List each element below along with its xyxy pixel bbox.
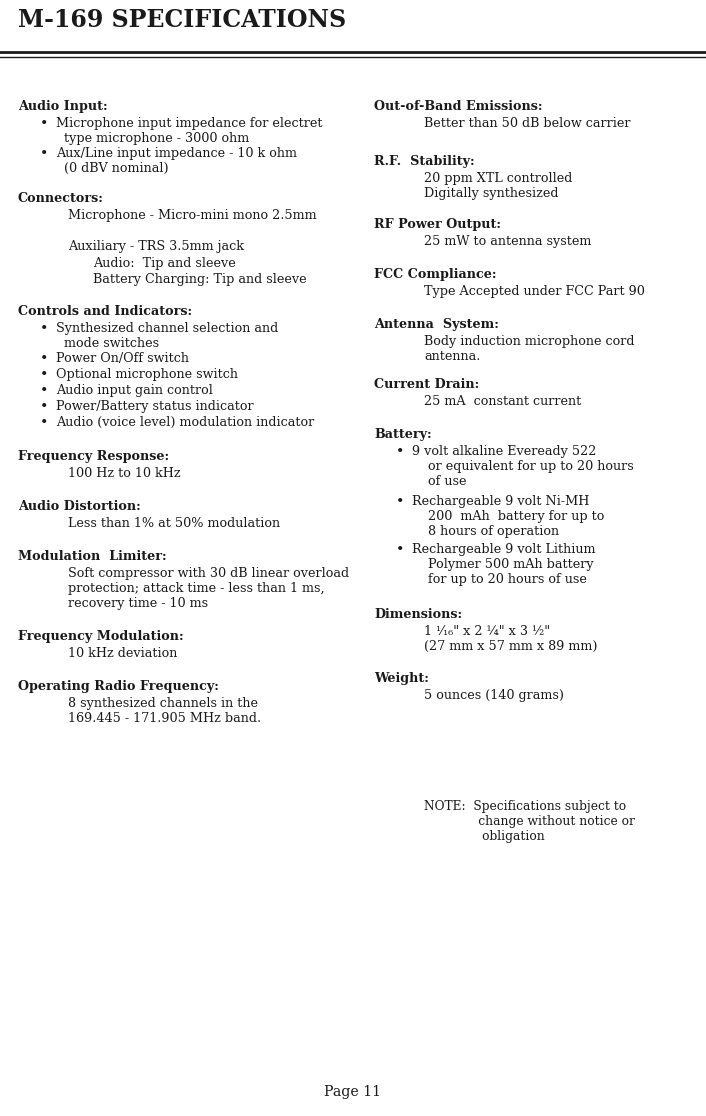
Text: Current Drain:: Current Drain: [374, 378, 479, 391]
Text: Power/Battery status indicator: Power/Battery status indicator [56, 400, 253, 413]
Text: Operating Radio Frequency:: Operating Radio Frequency: [18, 680, 219, 693]
Text: 25 mW to antenna system: 25 mW to antenna system [424, 235, 592, 248]
Text: Battery Charging: Tip and sleeve: Battery Charging: Tip and sleeve [93, 273, 306, 286]
Text: 20 ppm XTL controlled
Digitally synthesized: 20 ppm XTL controlled Digitally synthesi… [424, 172, 573, 200]
Text: Controls and Indicators:: Controls and Indicators: [18, 305, 192, 318]
Text: 5 ounces (140 grams): 5 ounces (140 grams) [424, 689, 564, 702]
Text: 25 mA  constant current: 25 mA constant current [424, 395, 581, 408]
Text: Audio (voice level) modulation indicator: Audio (voice level) modulation indicator [56, 416, 314, 429]
Text: •: • [40, 323, 49, 336]
Text: Out-of-Band Emissions:: Out-of-Band Emissions: [374, 100, 542, 113]
Text: Rechargeable 9 volt Lithium
    Polymer 500 mAh battery
    for up to 20 hours o: Rechargeable 9 volt Lithium Polymer 500 … [412, 543, 595, 586]
Text: Antenna  System:: Antenna System: [374, 318, 499, 331]
Text: Audio:  Tip and sleeve: Audio: Tip and sleeve [93, 257, 236, 270]
Text: Audio Distortion:: Audio Distortion: [18, 500, 140, 513]
Text: Aux/Line input impedance - 10 k ohm
  (0 dBV nominal): Aux/Line input impedance - 10 k ohm (0 d… [56, 147, 297, 175]
Text: Audio Input:: Audio Input: [18, 100, 107, 113]
Text: Dimensions:: Dimensions: [374, 608, 462, 620]
Text: Page 11: Page 11 [325, 1085, 381, 1099]
Text: Modulation  Limiter:: Modulation Limiter: [18, 550, 167, 562]
Text: Audio input gain control: Audio input gain control [56, 384, 213, 397]
Text: Frequency Response:: Frequency Response: [18, 450, 169, 463]
Text: Rechargeable 9 volt Ni-MH
    200  mAh  battery for up to
    8 hours of operati: Rechargeable 9 volt Ni-MH 200 mAh batter… [412, 496, 604, 538]
Text: •: • [40, 384, 49, 398]
Text: 100 Hz to 10 kHz: 100 Hz to 10 kHz [68, 466, 181, 480]
Text: •: • [40, 368, 49, 382]
Text: Microphone input impedance for electret
  type microphone - 3000 ohm: Microphone input impedance for electret … [56, 117, 323, 145]
Text: Less than 1% at 50% modulation: Less than 1% at 50% modulation [68, 517, 280, 530]
Text: 8 synthesized channels in the
169.445 - 171.905 MHz band.: 8 synthesized channels in the 169.445 - … [68, 698, 261, 725]
Text: Power On/Off switch: Power On/Off switch [56, 352, 189, 365]
Text: •: • [396, 543, 405, 557]
Text: Soft compressor with 30 dB linear overload
protection; attack time - less than 1: Soft compressor with 30 dB linear overlo… [68, 567, 349, 610]
Text: •: • [396, 496, 405, 509]
Text: Type Accepted under FCC Part 90: Type Accepted under FCC Part 90 [424, 285, 645, 298]
Text: 9 volt alkaline Eveready 522
    or equivalent for up to 20 hours
    of use: 9 volt alkaline Eveready 522 or equivale… [412, 445, 634, 488]
Text: •: • [40, 400, 49, 414]
Text: Body induction microphone cord
antenna.: Body induction microphone cord antenna. [424, 335, 635, 363]
Text: •: • [40, 352, 49, 366]
Text: RF Power Output:: RF Power Output: [374, 218, 501, 231]
Text: •: • [40, 147, 49, 161]
Text: Connectors:: Connectors: [18, 192, 104, 205]
Text: •: • [40, 416, 49, 430]
Text: M-169 SPECIFICATIONS: M-169 SPECIFICATIONS [18, 8, 346, 32]
Text: 10 kHz deviation: 10 kHz deviation [68, 647, 177, 660]
Text: Frequency Modulation:: Frequency Modulation: [18, 631, 184, 643]
Text: •: • [396, 445, 405, 459]
Text: Optional microphone switch: Optional microphone switch [56, 368, 238, 381]
Text: Auxiliary - TRS 3.5mm jack: Auxiliary - TRS 3.5mm jack [68, 240, 244, 253]
Text: FCC Compliance:: FCC Compliance: [374, 268, 496, 281]
Text: Better than 50 dB below carrier: Better than 50 dB below carrier [424, 117, 630, 129]
Text: 1 ¹⁄₁₆" x 2 ¼" x 3 ½"
(27 mm x 57 mm x 89 mm): 1 ¹⁄₁₆" x 2 ¼" x 3 ½" (27 mm x 57 mm x 8… [424, 625, 597, 653]
Text: •: • [40, 117, 49, 131]
Text: R.F.  Stability:: R.F. Stability: [374, 155, 474, 169]
Text: Battery:: Battery: [374, 429, 431, 441]
Text: Synthesized channel selection and
  mode switches: Synthesized channel selection and mode s… [56, 323, 278, 350]
Text: NOTE:  Specifications subject to
              change without notice or
        : NOTE: Specifications subject to change w… [424, 800, 635, 843]
Text: Microphone - Micro-mini mono 2.5mm: Microphone - Micro-mini mono 2.5mm [68, 209, 316, 222]
Text: Weight:: Weight: [374, 672, 429, 685]
